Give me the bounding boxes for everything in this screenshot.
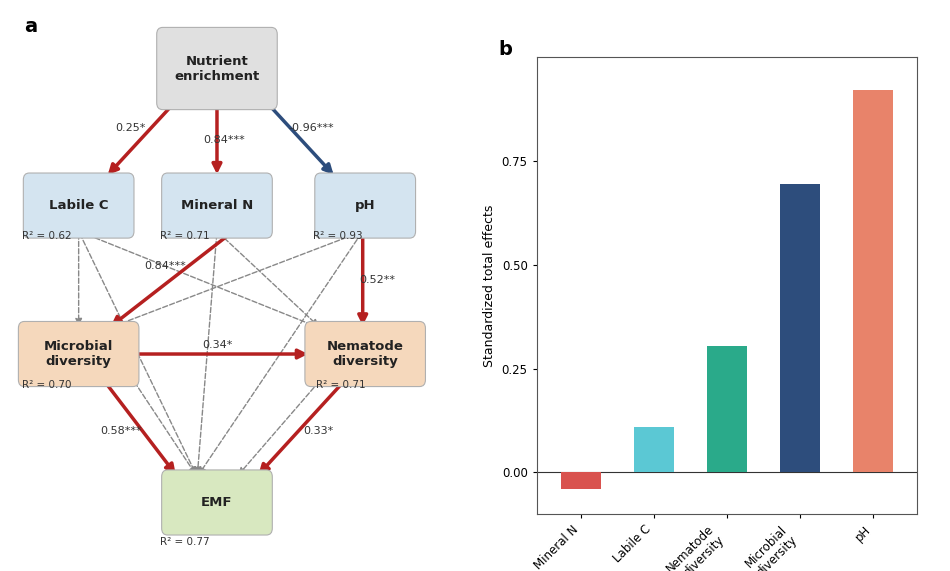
Bar: [634, 427, 674, 472]
Text: a: a: [25, 17, 37, 36]
Bar: [780, 184, 820, 472]
FancyBboxPatch shape: [305, 321, 426, 387]
Y-axis label: Standardized total effects: Standardized total effects: [484, 204, 496, 367]
FancyBboxPatch shape: [162, 470, 273, 535]
Text: R² = 0.71: R² = 0.71: [315, 380, 366, 390]
Text: R² = 0.62: R² = 0.62: [22, 231, 71, 242]
Text: Nematode
diversity: Nematode diversity: [327, 340, 404, 368]
Text: Microbial
diversity: Microbial diversity: [44, 340, 113, 368]
Text: Mineral N: Mineral N: [180, 199, 253, 212]
Text: pH: pH: [355, 199, 375, 212]
Text: 0.52**: 0.52**: [359, 275, 395, 285]
Text: R² = 0.93: R² = 0.93: [314, 231, 363, 242]
Text: -0.96***: -0.96***: [288, 123, 333, 134]
Bar: [707, 345, 747, 472]
Text: 0.84***: 0.84***: [144, 260, 186, 271]
Text: 0.34*: 0.34*: [201, 340, 232, 351]
Text: 0.33*: 0.33*: [303, 426, 333, 436]
Text: R² = 0.70: R² = 0.70: [22, 380, 71, 390]
Text: Nutrient
enrichment: Nutrient enrichment: [175, 54, 259, 83]
FancyBboxPatch shape: [314, 173, 415, 238]
Text: 0.58***: 0.58***: [100, 426, 142, 436]
FancyBboxPatch shape: [18, 321, 139, 387]
Bar: [560, 472, 600, 489]
FancyBboxPatch shape: [157, 27, 277, 110]
Text: EMF: EMF: [201, 496, 233, 509]
Text: R² = 0.71: R² = 0.71: [161, 231, 210, 242]
Text: R² = 0.77: R² = 0.77: [161, 537, 210, 547]
Text: 0.84***: 0.84***: [203, 135, 245, 145]
Text: 0.25*: 0.25*: [115, 123, 145, 134]
Text: Labile C: Labile C: [48, 199, 108, 212]
FancyBboxPatch shape: [24, 173, 134, 238]
Bar: [853, 90, 893, 472]
FancyBboxPatch shape: [162, 173, 273, 238]
Text: b: b: [499, 40, 513, 59]
